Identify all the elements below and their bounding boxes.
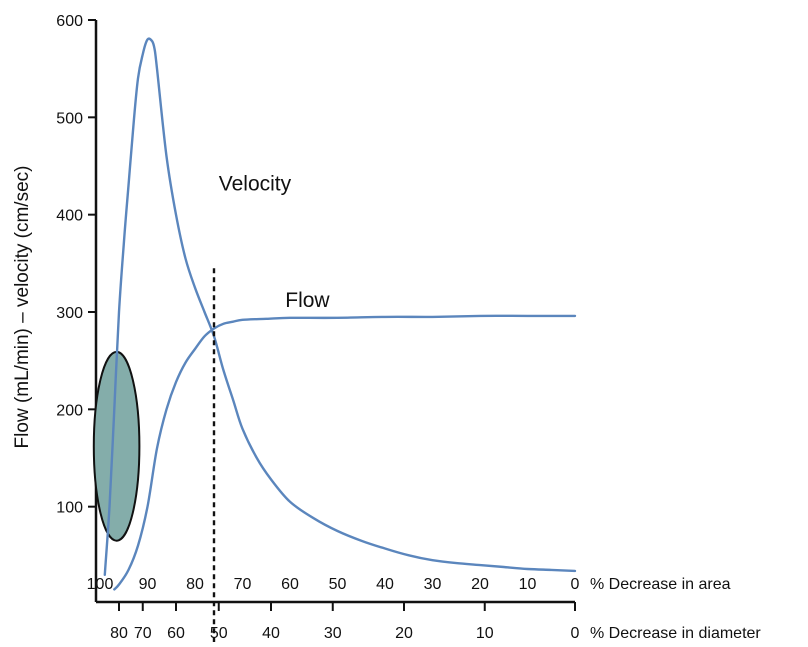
x-axis-title-area: % Decrease in area	[590, 576, 731, 593]
y-tick-label: 600	[56, 13, 83, 30]
x-area-tick-label: 60	[281, 576, 299, 593]
y-tick-label: 500	[56, 110, 83, 127]
flow-curve-label: Flow	[285, 289, 330, 312]
y-tick-label: 100	[56, 500, 83, 517]
x-diameter-tick-label: 0	[571, 625, 580, 642]
y-ticks: 100 200 300 400 500 600	[56, 13, 96, 517]
x-ticks-diameter: 80 70 60 50 40 30 20 10 0	[110, 602, 580, 642]
y-tick-label: 400	[56, 208, 83, 225]
flow-series-line	[113, 314, 577, 591]
x-area-tick-label: 0	[571, 576, 580, 593]
x-area-tick-label: 20	[471, 576, 489, 593]
x-area-tick-label: 90	[139, 576, 157, 593]
y-axis-title: Flow (mL/min) – velocity (cm/sec)	[12, 166, 33, 449]
y-axis: 100 200 300 400 500 600 Flow (mL/min) – veloc…	[12, 13, 98, 602]
x-area-tick-label: 10	[519, 576, 537, 593]
x-diameter-tick-label: 10	[476, 625, 494, 642]
x-area-tick-label: 70	[234, 576, 252, 593]
x-area-tick-label: 80	[186, 576, 204, 593]
x-ticks-area: 100 90 80 70 60 50 40 30 20 10 0	[87, 576, 580, 593]
x-area-tick-label: 50	[329, 576, 347, 593]
x-diameter-tick-label: 30	[324, 625, 342, 642]
x-diameter-tick-label: 40	[262, 625, 280, 642]
x-axes: 100 90 80 70 60 50 40 30 20 10 0 80 70 60 50 40 30 20 10 0…	[87, 576, 762, 642]
x-area-tick-label: 40	[376, 576, 394, 593]
x-area-tick-label: 100	[87, 576, 114, 593]
velocity-series-line	[103, 37, 577, 576]
x-diameter-tick-label: 70	[134, 625, 152, 642]
y-tick-label: 200	[56, 402, 83, 419]
x-diameter-tick-label: 80	[110, 625, 128, 642]
x-diameter-tick-label: 50	[210, 625, 228, 642]
x-area-tick-label: 30	[424, 576, 442, 593]
velocity-curve-label: Velocity	[219, 172, 292, 195]
x-axis-title-diameter: % Decrease in diameter	[590, 625, 761, 642]
x-diameter-tick-label: 60	[167, 625, 185, 642]
y-tick-label: 300	[56, 305, 83, 322]
x-diameter-tick-label: 20	[395, 625, 413, 642]
